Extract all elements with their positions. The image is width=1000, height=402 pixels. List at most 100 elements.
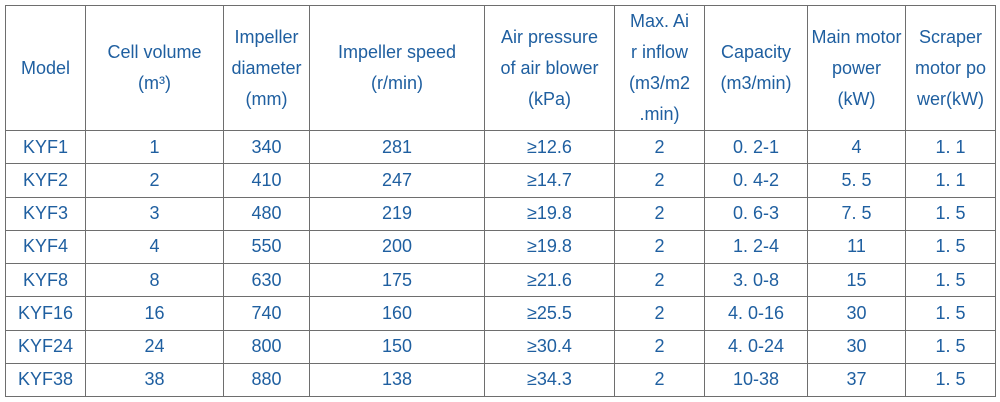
column-header-line: of air blower (500, 57, 599, 78)
table-cell: ≥19.8 (484, 229, 615, 265)
table-cell: 1. 5 (905, 229, 996, 265)
table-cell: 800 (223, 329, 310, 364)
model-cell: KYF16 (5, 296, 86, 331)
table-cell: 2 (614, 329, 705, 364)
column-header: Impeller diameter (mm) (223, 5, 310, 131)
table-cell: 1. 5 (905, 329, 996, 364)
column-header-line: motor po (914, 57, 987, 78)
table-cell: 281 (309, 129, 485, 165)
table-body: KYF1 1 340 281 ≥12.6 2 0. 2-1 4 1. 1 KYF2 2 410 247 ≥… (5, 129, 996, 398)
column-header-line: Main motor (811, 26, 902, 47)
column-header-line: (m3/min) (720, 73, 792, 93)
model-cell: KYF38 (5, 362, 86, 398)
table-cell: 550 (223, 229, 310, 265)
column-header: Impeller speed (r/min) (309, 5, 485, 131)
table-cell: 2 (85, 163, 224, 198)
column-header: Main motor power (kW) (807, 5, 906, 131)
table-cell: 410 (223, 163, 310, 198)
table-cell: 3 (85, 196, 224, 231)
column-header: Max. Ai r inflow (m3/m2 .min) (614, 5, 705, 131)
column-header-line: Cell volume (107, 42, 202, 62)
table-row: KYF24 24 800 150 ≥30.4 2 4. 0-24 30 1. 5 (5, 329, 996, 364)
table-cell: ≥14.7 (484, 163, 615, 198)
column-header: Model (5, 5, 86, 131)
column-header-line: (m3/m2 (628, 73, 690, 93)
table-cell: 16 (85, 296, 224, 331)
table-header: Model Cell volume (m³) Impeller diameter (mm)… (5, 5, 996, 131)
table-cell: 2 (614, 296, 705, 331)
table-cell: 4. 0-24 (704, 329, 808, 364)
table-cell: 1 (85, 129, 224, 165)
table-cell: 1. 1 (905, 163, 996, 198)
table-cell: 0. 2-1 (704, 129, 808, 165)
table-cell: 1. 5 (905, 296, 996, 331)
table-cell: 38 (85, 362, 224, 398)
table-cell: 1. 1 (905, 129, 996, 165)
column-header-line: (mm) (245, 88, 288, 109)
column-header-line: power (831, 57, 882, 78)
table-cell: 630 (223, 262, 310, 298)
table-cell: 3. 0-8 (704, 262, 808, 298)
model-cell: KYF1 (5, 129, 86, 165)
table-cell: ≥34.3 (484, 362, 615, 398)
table-cell: 2 (614, 129, 705, 165)
column-header-line: Air pressure (500, 26, 599, 47)
column-header-line: Model (20, 57, 71, 78)
table-cell: 4. 0-16 (704, 296, 808, 331)
table-row: KYF3 3 480 219 ≥19.8 2 0. 6-3 7. 5 1. 5 (5, 196, 996, 231)
table-cell: 200 (309, 229, 485, 265)
model-cell: KYF2 (5, 163, 86, 198)
column-header-line: wer(kW) (917, 88, 984, 109)
column-header: Cell volume (m³) (85, 5, 224, 131)
model-cell: KYF4 (5, 229, 86, 265)
column-header: Air pressure of air blower (kPa) (484, 5, 615, 131)
table-cell: 0. 4-2 (704, 163, 808, 198)
table-cell: 5. 5 (807, 163, 906, 198)
model-cell: KYF8 (5, 262, 86, 298)
column-header-line: .min) (639, 104, 680, 124)
table-cell: 11 (807, 229, 906, 265)
table-cell: 37 (807, 362, 906, 398)
table-cell: 1. 5 (905, 196, 996, 231)
table-cell: 4 (807, 129, 906, 165)
column-header-line: Impeller speed (337, 42, 457, 62)
table-cell: 740 (223, 296, 310, 331)
table-cell: 10-38 (704, 362, 808, 398)
table-cell: 30 (807, 329, 906, 364)
table-cell: 160 (309, 296, 485, 331)
column-header-line: r inflow (630, 42, 688, 62)
table-cell: 150 (309, 329, 485, 364)
table-cell: ≥30.4 (484, 329, 615, 364)
column-header-line: (m³) (138, 73, 171, 93)
model-cell: KYF24 (5, 329, 86, 364)
column-header-line: Impeller (234, 26, 299, 47)
table-row: KYF16 16 740 160 ≥25.5 2 4. 0-16 30 1. 5 (5, 296, 996, 331)
table-cell: ≥12.6 (484, 129, 615, 165)
table-cell: 138 (309, 362, 485, 398)
table-cell: 247 (309, 163, 485, 198)
table-cell: 4 (85, 229, 224, 265)
table-row: KYF1 1 340 281 ≥12.6 2 0. 2-1 4 1. 1 (5, 129, 996, 165)
column-header-line: Max. Ai (629, 11, 690, 31)
table-cell: 0. 6-3 (704, 196, 808, 231)
table-row: KYF8 8 630 175 ≥21.6 2 3. 0-8 15 1. 5 (5, 262, 996, 298)
column-header-line: (kPa) (527, 88, 571, 109)
column-header-line: (r/min) (371, 73, 423, 93)
table-cell: ≥25.5 (484, 296, 615, 331)
table-cell: 2 (614, 229, 705, 265)
table-cell: 30 (807, 296, 906, 331)
column-header-line: diameter (231, 57, 302, 78)
table-cell: ≥21.6 (484, 262, 615, 298)
table-row: KYF2 2 410 247 ≥14.7 2 0. 4-2 5. 5 1. 1 (5, 163, 996, 198)
header-row: Model Cell volume (m³) Impeller diameter (mm)… (5, 5, 996, 131)
table-cell: 8 (85, 262, 224, 298)
column-header-line: Capacity (720, 42, 792, 62)
table-cell: ≥19.8 (484, 196, 615, 231)
table-cell: 2 (614, 196, 705, 231)
table-cell: 219 (309, 196, 485, 231)
column-header: Scraper motor po wer(kW) (905, 5, 996, 131)
table-cell: 340 (223, 129, 310, 165)
table-cell: 2 (614, 163, 705, 198)
table-cell: 2 (614, 362, 705, 398)
model-cell: KYF3 (5, 196, 86, 231)
